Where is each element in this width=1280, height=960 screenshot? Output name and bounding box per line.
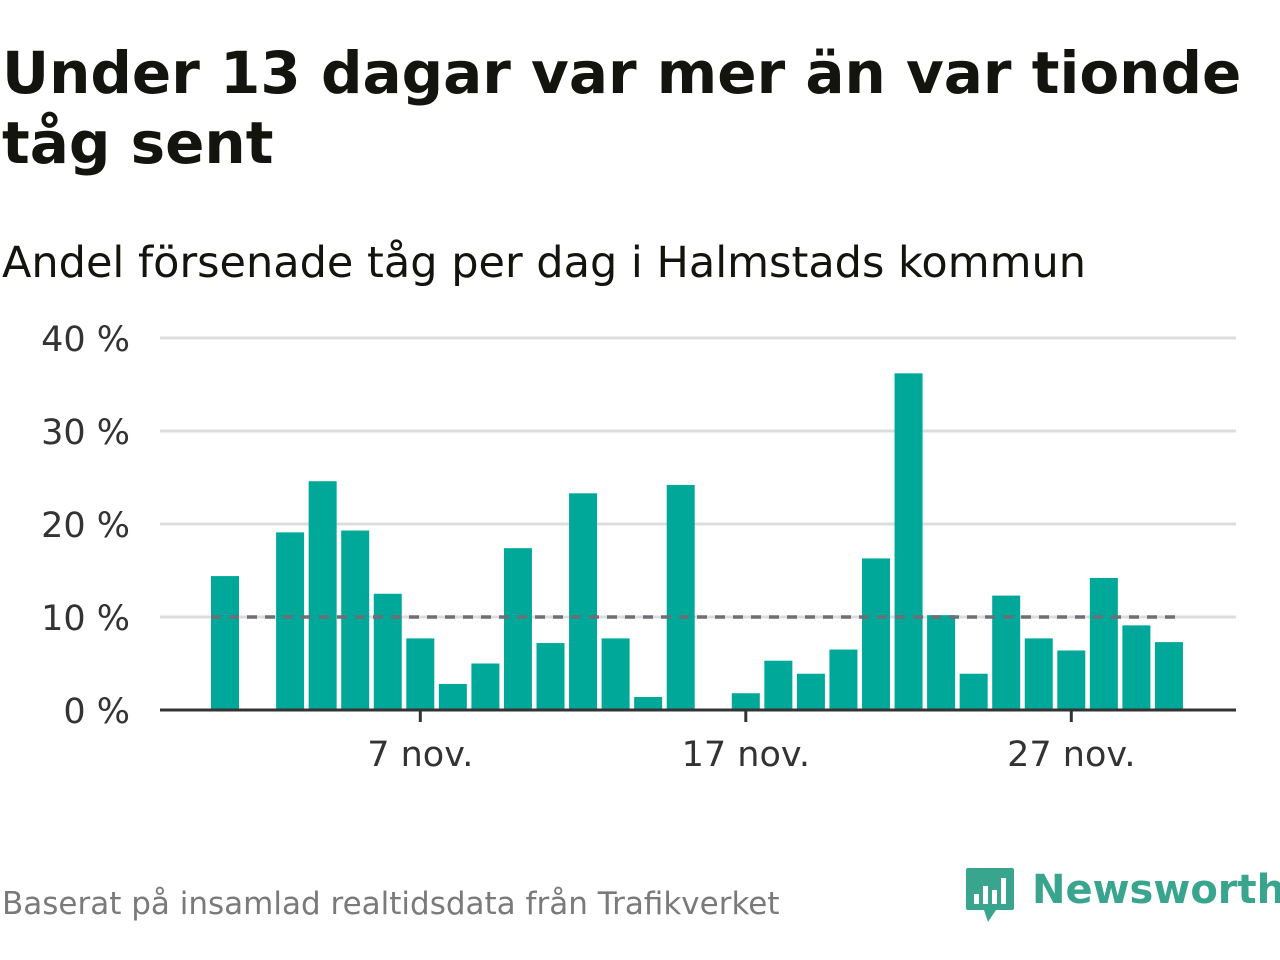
bar: [992, 595, 1021, 710]
y-tick-label: 10 %: [41, 599, 130, 639]
x-tick-label: 17 nov.: [682, 735, 810, 775]
bar: [1024, 638, 1053, 710]
bar: [406, 638, 435, 710]
axes: 0 % 10 % 20 % 30 % 40 % 7 nov. 17 nov. 27 nov.: [41, 320, 1236, 775]
bar: [927, 615, 956, 710]
bar: [862, 558, 890, 710]
y-tick-label: 30 %: [41, 413, 130, 453]
bar: [536, 643, 565, 710]
bar: [1057, 650, 1086, 710]
bar: [731, 693, 760, 710]
bar: [829, 649, 858, 710]
bar: [1089, 577, 1118, 710]
bar: [666, 484, 695, 710]
bar: [438, 683, 467, 710]
y-tick-label: 20 %: [41, 506, 130, 546]
bar: [1122, 625, 1151, 710]
bar: [634, 696, 663, 710]
y-tick-label: 0 %: [63, 692, 130, 732]
bar: [341, 530, 370, 710]
bars: [211, 373, 1183, 710]
chart-title: Under 13 dagar var mer än var tionde tåg…: [2, 39, 1242, 177]
logo-text: Newsworthy: [1032, 867, 1280, 913]
bar: [569, 493, 598, 710]
bar-chart: 0 % 10 % 20 % 30 % 40 % 7 nov. 17 nov. 27 nov.: [41, 320, 1236, 775]
bar: [764, 660, 793, 710]
bar: [471, 663, 500, 710]
bar: [373, 593, 402, 710]
x-tick-label: 27 nov.: [1007, 735, 1135, 775]
bar: [1154, 642, 1183, 710]
x-tick-label: 7 nov.: [367, 735, 473, 775]
bar: [959, 673, 988, 710]
bar: [211, 576, 239, 710]
y-tick-label: 40 %: [41, 320, 130, 360]
bar: [601, 638, 630, 710]
newsworthy-logo: Newsworthy: [964, 864, 1280, 928]
chart-subtitle: Andel försenade tåg per dag i Halmstads …: [2, 238, 1086, 288]
bar: [894, 373, 923, 710]
bar: [503, 548, 532, 710]
bar: [308, 481, 337, 710]
bar: [276, 532, 305, 710]
source-note: Baserat på insamlad realtidsdata från Tr…: [2, 886, 780, 922]
newsworthy-logo-icon: [966, 868, 1014, 922]
bar: [796, 673, 825, 710]
